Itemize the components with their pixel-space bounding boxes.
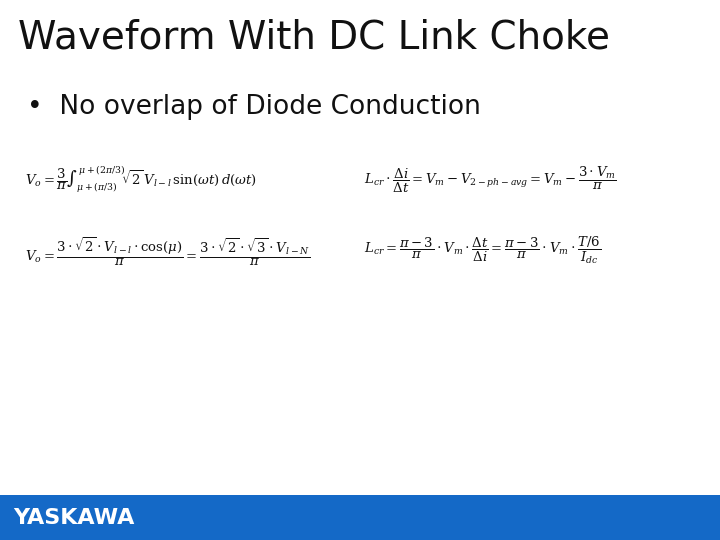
Bar bbox=[0, 495, 720, 540]
Text: Waveform With DC Link Choke: Waveform With DC Link Choke bbox=[18, 19, 610, 57]
Text: $V_o = \dfrac{3\cdot\sqrt{2}\cdot V_{l-l}\cdot\cos(\mu)}{\pi} = \dfrac{3\cdot\sq: $V_o = \dfrac{3\cdot\sqrt{2}\cdot V_{l-l… bbox=[25, 235, 310, 268]
Text: •  No overlap of Diode Conduction: • No overlap of Diode Conduction bbox=[27, 94, 481, 120]
Text: $L_{cr}\cdot\dfrac{\Delta i}{\Delta t} = V_m - V_{2-ph-avg} = V_m - \dfrac{3\cdo: $L_{cr}\cdot\dfrac{\Delta i}{\Delta t} =… bbox=[364, 165, 616, 195]
Text: $V_o = \dfrac{3}{\pi} \int_{\mu+(\pi/3)}^{\mu+(2\pi/3)} \!\sqrt{2}\,V_{l-l}\,\si: $V_o = \dfrac{3}{\pi} \int_{\mu+(\pi/3)}… bbox=[25, 165, 257, 195]
Text: YASKAWA: YASKAWA bbox=[13, 508, 135, 528]
Text: $L_{cr} = \dfrac{\pi-3}{\pi}\cdot V_m\cdot\dfrac{\Delta t}{\Delta i} = \dfrac{\p: $L_{cr} = \dfrac{\pi-3}{\pi}\cdot V_m\cd… bbox=[364, 235, 600, 266]
